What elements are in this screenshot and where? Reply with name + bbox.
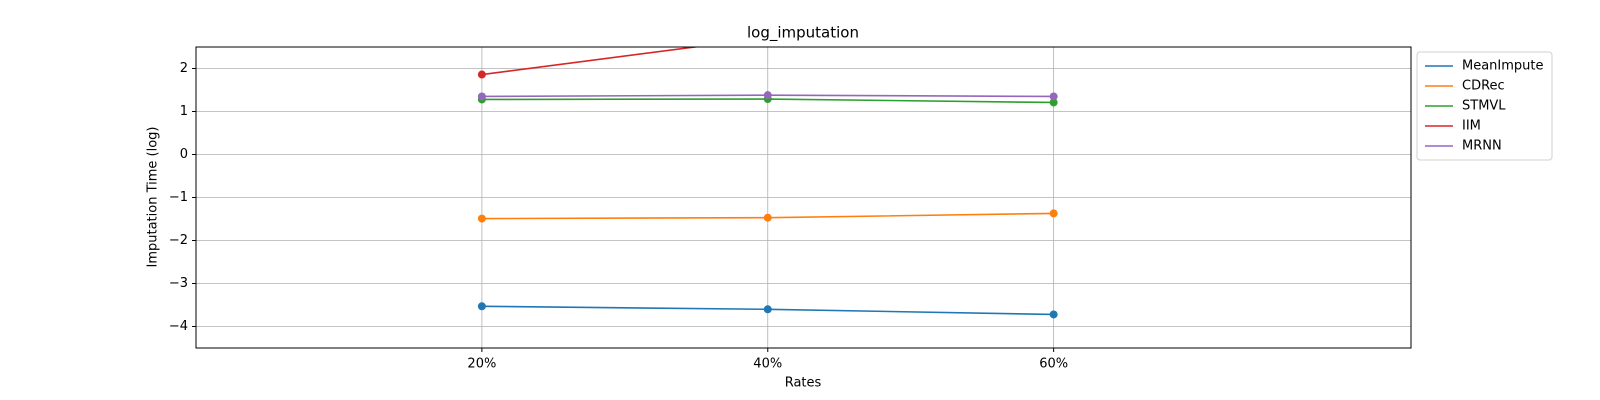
y-tick-label: −1 [169,190,188,205]
x-tick-label: 20% [467,357,496,372]
y-tick-label: 1 [180,104,188,119]
data-point [1049,209,1058,218]
x-tick-label: 60% [1039,357,1068,372]
x-axis-label: Rates [785,376,822,391]
data-point [763,305,772,314]
data-point [763,91,772,100]
legend [1416,51,1553,161]
data-point [763,213,772,222]
x-tick-label: 40% [753,357,782,372]
y-axis-label: Imputation Time (log) [146,127,161,268]
grid [196,47,1411,348]
legend-label: MeanImpute [1462,59,1544,74]
data-point [477,214,486,223]
data-point [477,92,486,101]
legend-label: IIM [1462,119,1481,134]
data-point [477,302,486,311]
data-point [477,70,486,79]
y-tick-label: 2 [180,61,188,76]
legend-label: MRNN [1462,139,1502,154]
data-point [1049,98,1058,107]
data-point [1049,92,1058,101]
y-tick-label: −4 [169,319,188,334]
y-tick-label: −3 [169,276,188,291]
data-point [1049,310,1058,319]
chart-title: log_imputation [747,24,859,43]
legend-entries: MeanImpute CDRec STMVL IIM MRNN [1425,59,1544,154]
legend-label: CDRec [1462,79,1505,94]
plot-area [477,47,1058,319]
y-tick-label: 0 [180,147,188,162]
series-line [481,47,701,76]
y-tick-label: −2 [169,233,188,248]
legend-label: STMVL [1462,99,1506,114]
